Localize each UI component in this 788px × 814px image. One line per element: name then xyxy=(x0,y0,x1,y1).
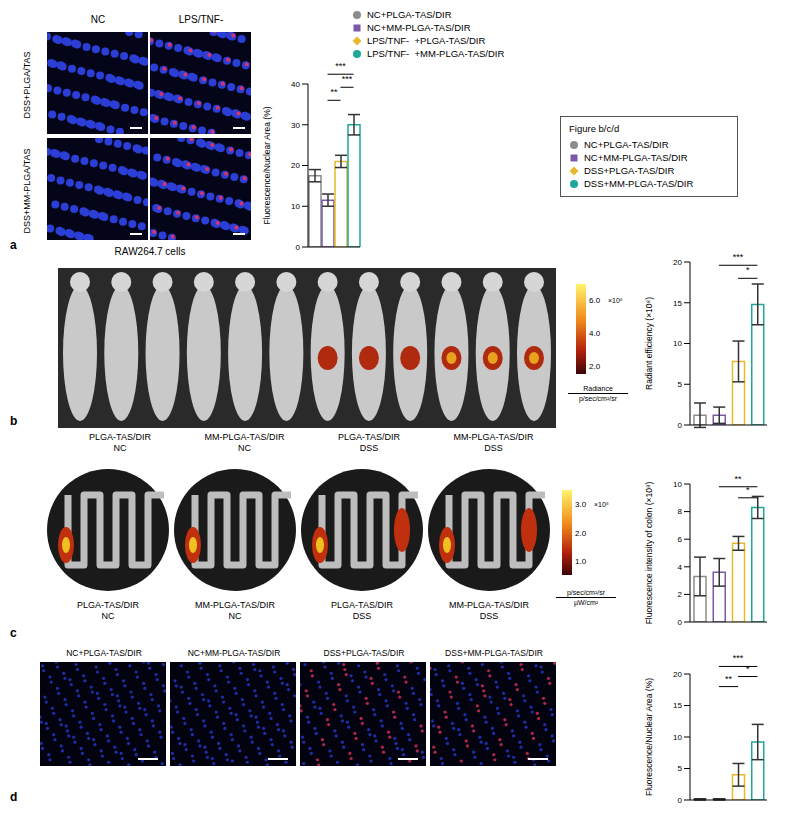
html-text:Radiance: Radiance xyxy=(583,385,613,392)
html-text:PLGA-TAS/DIR: PLGA-TAS/DIR xyxy=(331,600,393,610)
svg-text:4.0: 4.0 xyxy=(589,329,601,338)
svg-text:20: 20 xyxy=(291,161,300,170)
svg-text:20: 20 xyxy=(673,670,682,679)
svg-text:***: *** xyxy=(733,252,744,262)
svg-text:20: 20 xyxy=(673,258,682,267)
html-text:LPS/TNF- +MM-PLGA-TAS/DIR: LPS/TNF- +MM-PLGA-TAS/DIR xyxy=(367,48,505,59)
svg-text:15: 15 xyxy=(673,701,682,710)
svg-text:4: 4 xyxy=(678,563,683,572)
svg-text:10: 10 xyxy=(673,480,682,489)
html-text:NC: NC xyxy=(228,611,242,621)
svg-text:6.0: 6.0 xyxy=(589,296,601,305)
html-text:NC: NC xyxy=(238,443,251,453)
svg-text:1.0: 1.0 xyxy=(575,557,587,566)
html-text:d: d xyxy=(10,790,18,804)
svg-text:***: *** xyxy=(342,74,353,84)
svg-text:40: 40 xyxy=(291,80,300,89)
svg-text:6: 6 xyxy=(678,535,683,544)
html-text:NC+PLGA-TAS/DIR: NC+PLGA-TAS/DIR xyxy=(66,648,142,658)
html-text:a: a xyxy=(10,238,17,252)
svg-text:0: 0 xyxy=(678,618,683,627)
svg-text:*: * xyxy=(746,265,750,275)
html-text:RAW264.7 cells: RAW264.7 cells xyxy=(114,246,186,257)
svg-text:10: 10 xyxy=(291,202,300,211)
html-text:p/sec/cm²/sr: p/sec/cm²/sr xyxy=(578,395,618,402)
html-text:DSS: DSS xyxy=(479,611,499,621)
svg-text:0: 0 xyxy=(296,243,301,252)
svg-text:2.0: 2.0 xyxy=(575,529,587,538)
svg-text:2.0: 2.0 xyxy=(589,362,601,371)
html-text:MM-PLGA-TAS/DIR: MM-PLGA-TAS/DIR xyxy=(449,600,529,610)
svg-text:10: 10 xyxy=(673,339,682,348)
html-text:NC: NC xyxy=(90,14,106,25)
svg-text:3.0: 3.0 xyxy=(575,500,587,509)
html-text:MM-PLGA-TAS/DIR: MM-PLGA-TAS/DIR xyxy=(453,432,534,442)
svg-text:*: * xyxy=(746,485,750,495)
html-text:c: c xyxy=(10,626,17,640)
svg-text:Fluorescence/Nuclear Area (%): Fluorescence/Nuclear Area (%) xyxy=(262,106,272,224)
html-text:MM-PLGA-TAS/DIR: MM-PLGA-TAS/DIR xyxy=(195,600,275,610)
html-text:NC: NC xyxy=(113,443,127,453)
svg-text:15: 15 xyxy=(673,299,682,308)
html-text:NC+MM-PLGA-TAS/DIR: NC+MM-PLGA-TAS/DIR xyxy=(584,152,688,163)
html-text:DSS+PLGA-TAS/DIR: DSS+PLGA-TAS/DIR xyxy=(584,165,675,176)
html-text:PLGA-TAS/DIR: PLGA-TAS/DIR xyxy=(77,600,139,610)
svg-text:0: 0 xyxy=(678,421,683,430)
svg-text:**: ** xyxy=(725,674,733,684)
svg-text:×10⁸: ×10⁸ xyxy=(594,501,609,508)
svg-text:***: *** xyxy=(733,653,744,663)
html-text:µW/cm²: µW/cm² xyxy=(573,599,599,606)
html-text:DSS+PLGA-TAS/DIR: DSS+PLGA-TAS/DIR xyxy=(323,648,405,658)
html-text:LPS/TNF- +PLGA-TAS/DIR: LPS/TNF- +PLGA-TAS/DIR xyxy=(367,35,486,46)
html-text:NC+PLGA-TAS/DIR: NC+PLGA-TAS/DIR xyxy=(367,9,452,20)
html-text:Figure b/c/d: Figure b/c/d xyxy=(569,123,620,134)
html-text:DSS: DSS xyxy=(352,611,372,621)
svg-text:Fluorescence/Nuclear Area (%): Fluorescence/Nuclear Area (%) xyxy=(644,678,654,796)
html-text:LPS/TNF-: LPS/TNF- xyxy=(178,14,224,25)
svg-text:5: 5 xyxy=(678,380,683,389)
svg-text:**: ** xyxy=(330,87,338,97)
html-text:DSS: DSS xyxy=(359,443,379,453)
svg-text:0: 0 xyxy=(678,796,683,805)
html-text:DSS+MM-PLGA/TAS: DSS+MM-PLGA/TAS xyxy=(22,148,32,234)
html-text:PLGA-TAS/DIR: PLGA-TAS/DIR xyxy=(338,432,400,442)
html-text:NC+PLGA-TAS/DIR: NC+PLGA-TAS/DIR xyxy=(584,139,669,150)
svg-text:30: 30 xyxy=(291,121,300,130)
svg-text:*: * xyxy=(746,664,750,674)
html-text:DSS+MM-PLGA-TAS/DIR: DSS+MM-PLGA-TAS/DIR xyxy=(584,178,694,189)
html-text:NC+MM-PLGA-TAS/DIR: NC+MM-PLGA-TAS/DIR xyxy=(367,22,471,33)
svg-text:***: *** xyxy=(335,61,346,71)
html-text:PLGA-TAS/DIR: PLGA-TAS/DIR xyxy=(89,432,151,442)
svg-text:Fluorescence intensity of colo: Fluorescence intensity of colon (×10⁸) xyxy=(644,481,654,624)
html-text:NC: NC xyxy=(101,611,115,621)
svg-text:×10⁸: ×10⁸ xyxy=(608,297,623,304)
svg-text:2: 2 xyxy=(678,590,683,599)
html-text:DSS+MM-PLGA-TAS/DIR: DSS+MM-PLGA-TAS/DIR xyxy=(445,648,543,658)
html-text:NC+MM-PLGA-TAS/DIR: NC+MM-PLGA-TAS/DIR xyxy=(187,648,281,658)
svg-text:Radiant efficiency (×10⁸): Radiant efficiency (×10⁸) xyxy=(644,297,654,390)
svg-text:5: 5 xyxy=(678,764,683,773)
html-text:p/sec/cm²/sr: p/sec/cm²/sr xyxy=(566,589,606,596)
html-text:MM-PLGA-TAS/DIR: MM-PLGA-TAS/DIR xyxy=(204,432,285,442)
html-text:DSS: DSS xyxy=(484,443,503,453)
svg-text:8: 8 xyxy=(678,507,683,516)
html-text:DSS+PLGA/TAS: DSS+PLGA/TAS xyxy=(22,51,32,119)
svg-text:**: ** xyxy=(735,474,743,484)
html-text:b: b xyxy=(10,414,18,428)
svg-text:10: 10 xyxy=(673,733,682,742)
